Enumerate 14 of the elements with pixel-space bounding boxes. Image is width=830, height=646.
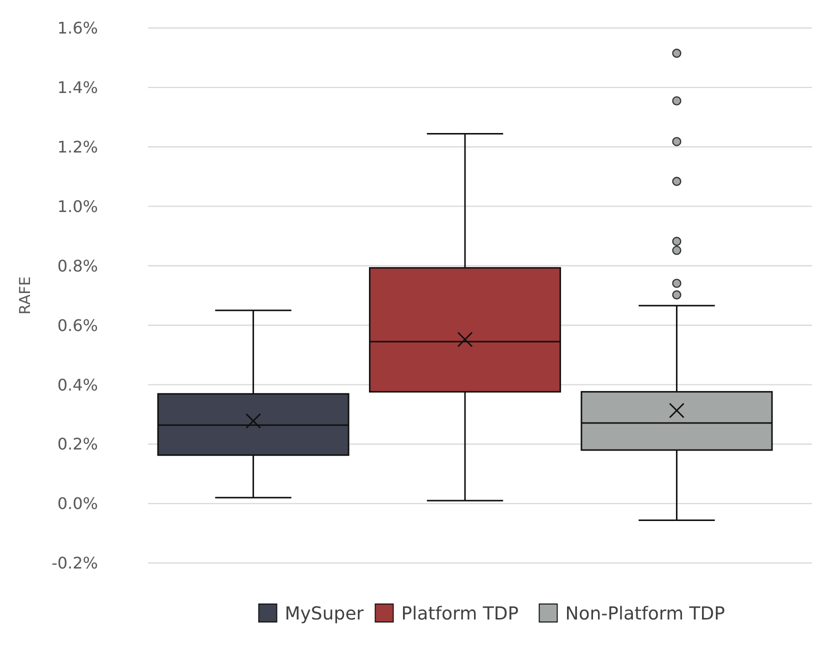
legend-label: Non-Platform TDP bbox=[565, 603, 726, 624]
y-tick-label: 1.2% bbox=[57, 137, 98, 156]
y-tick-label: 1.0% bbox=[57, 196, 98, 216]
y-tick-label: 0.8% bbox=[57, 256, 98, 276]
y-tick-label: 0.6% bbox=[57, 316, 98, 335]
y-tick-label: 1.4% bbox=[57, 78, 98, 98]
legend-label: Platform TDP bbox=[401, 603, 519, 624]
y-tick-label: 0.0% bbox=[57, 494, 98, 514]
y-tick-label: 1.6% bbox=[57, 18, 98, 38]
legend-label: MySuper bbox=[284, 603, 364, 624]
y-axis-title: RAFE bbox=[16, 276, 34, 315]
y-tick-label: 0.4% bbox=[57, 375, 98, 394]
y-tick-label: 0.2% bbox=[57, 434, 98, 454]
y-tick-label: -0.2% bbox=[52, 554, 98, 573]
